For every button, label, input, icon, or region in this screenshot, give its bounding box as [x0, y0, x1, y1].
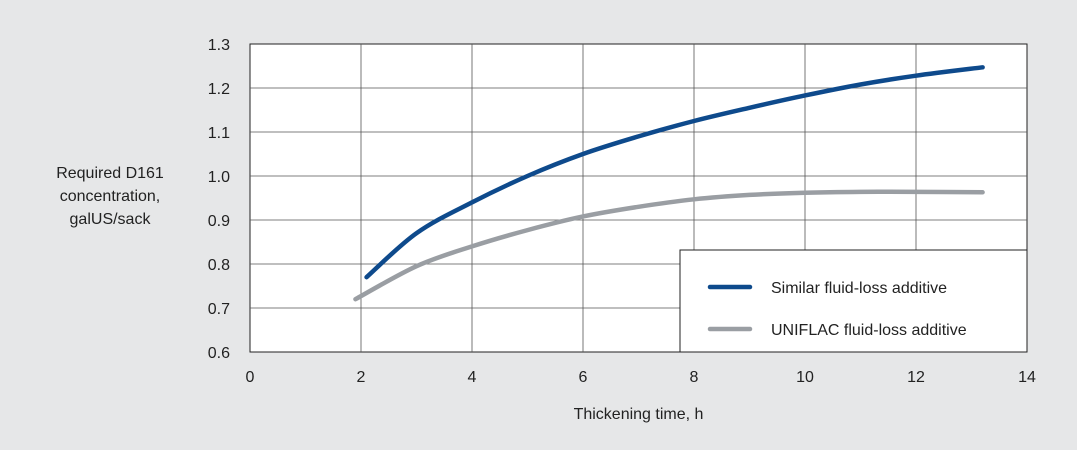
legend-box	[679, 249, 1028, 353]
y-tick-label: 0.6	[208, 345, 230, 362]
y-axis-label: Required D161 concentration, galUS/sack	[20, 162, 200, 231]
series-line-uniflac	[353, 189, 985, 302]
series-line-similar	[364, 65, 985, 280]
x-tick-label: 8	[690, 369, 699, 386]
y-axis-label-line: concentration,	[59, 188, 161, 205]
x-tick-label: 12	[907, 369, 925, 386]
x-tick-label: 10	[796, 369, 814, 386]
y-tick-label: 1.0	[208, 169, 230, 186]
y-axis-label-line: galUS/sack	[69, 211, 151, 228]
y-tick-label: 0.7	[208, 301, 230, 318]
y-tick-label: 1.1	[208, 125, 230, 142]
legend-label: Similar fluid-loss additive	[771, 280, 947, 297]
x-tick-label: 14	[1018, 369, 1036, 386]
y-axis: 0.6 0.7 0.8 0.9 1.0 1.1 1.2 1.3	[208, 37, 230, 362]
y-tick-label: 1.3	[208, 37, 230, 54]
legend-label: UNIFLAC fluid-loss additive	[771, 322, 967, 339]
x-tick-label: 2	[357, 369, 366, 386]
y-tick-label: 1.2	[208, 81, 230, 98]
legend: Similar fluid-loss additive UNIFLAC fluid…	[679, 249, 1028, 353]
y-axis-label-line: Required D161	[56, 165, 164, 182]
series-layer	[353, 65, 985, 302]
y-tick-label: 0.8	[208, 257, 230, 274]
x-tick-label: 0	[246, 369, 255, 386]
y-tick-label: 0.9	[208, 213, 230, 230]
x-axis-title: Thickening time, h	[574, 406, 704, 423]
x-tick-label: 4	[468, 369, 477, 386]
x-axis: 0 2 4 6 8 10 12 14	[246, 369, 1036, 386]
x-tick-label: 6	[579, 369, 588, 386]
